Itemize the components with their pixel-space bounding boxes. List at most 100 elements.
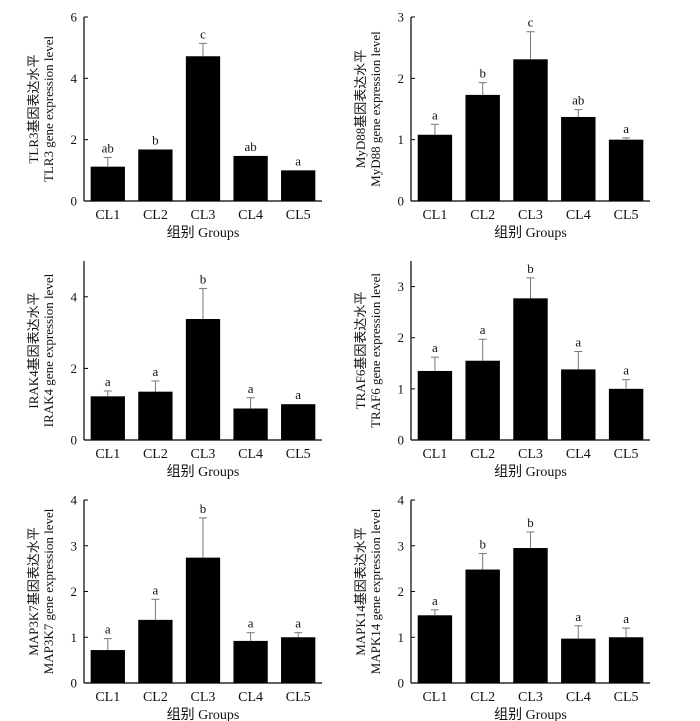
chart-panel-traf6: 0 1 2 3 a CL1 a CL2 b CL3 a CL4 a CL5 组别 Groups TRAF6基因… — [353, 261, 650, 480]
significance-label: a — [575, 609, 581, 624]
bar — [185, 557, 221, 683]
y-tick-label: 2 — [398, 71, 405, 86]
bar — [608, 388, 644, 440]
bar — [138, 619, 173, 683]
y-axis-title-cn: TLR3基因表达水平 — [26, 54, 41, 163]
y-tick-label: 3 — [398, 538, 405, 553]
y-axis-title-en: MAP3K7 gene expression level — [41, 508, 56, 674]
bar — [561, 116, 596, 201]
x-tick-label: CL3 — [518, 447, 543, 462]
significance-label: b — [152, 132, 159, 147]
x-tick-label: CL2 — [470, 690, 495, 705]
bar — [90, 396, 125, 440]
significance-label: b — [527, 261, 534, 276]
y-tick-label: 2 — [71, 584, 78, 599]
chart-panel-irak4: 0 2 4 a CL1 a CL2 b CL3 a CL4 a CL5 组别 Groups IRAK4基因表… — [26, 261, 322, 480]
bar — [417, 370, 453, 440]
significance-label: b — [200, 501, 207, 516]
x-axis-title: 组别 Groups — [494, 707, 567, 721]
x-tick-label: CL3 — [191, 447, 216, 462]
significance-label: a — [248, 616, 254, 631]
significance-label: a — [432, 107, 438, 122]
x-tick-label: CL5 — [286, 447, 311, 462]
y-axis-title-en: MAPK14 gene expression level — [368, 508, 383, 674]
y-tick-label: 2 — [71, 361, 78, 376]
y-axis-title-cn: IRAK4基因表达水平 — [26, 292, 41, 408]
bar — [138, 149, 173, 201]
x-tick-label: CL4 — [238, 208, 263, 223]
x-tick-label: CL5 — [286, 690, 311, 705]
bar — [513, 298, 548, 440]
y-tick-label: 4 — [71, 493, 78, 508]
bar — [233, 155, 268, 201]
x-tick-label: CL1 — [95, 690, 120, 705]
bar — [281, 170, 316, 201]
x-tick-label: CL3 — [191, 208, 216, 223]
y-tick-label: 0 — [71, 433, 78, 448]
y-axis-title-cn: MAPK14基因表达水平 — [353, 527, 368, 656]
x-tick-label: CL4 — [566, 208, 591, 223]
significance-label: a — [432, 340, 438, 355]
x-axis-title: 组别 Groups — [167, 707, 240, 721]
y-axis-title-en: IRAK4 gene expression level — [41, 273, 56, 427]
significance-label: c — [200, 26, 206, 41]
x-tick-label: CL3 — [191, 690, 216, 705]
significance-label: a — [623, 121, 629, 136]
y-axis-title-en: TLR3 gene expression level — [41, 36, 56, 183]
bar — [513, 59, 548, 201]
x-tick-label: CL5 — [614, 447, 639, 462]
y-tick-label: 1 — [398, 381, 405, 396]
significance-label: a — [153, 582, 159, 597]
y-tick-label: 3 — [71, 538, 78, 553]
bar — [185, 318, 221, 440]
significance-label: a — [295, 616, 301, 631]
y-tick-label: 1 — [71, 630, 78, 645]
x-tick-label: CL1 — [422, 447, 447, 462]
x-tick-label: CL4 — [238, 447, 263, 462]
x-tick-label: CL3 — [518, 690, 543, 705]
significance-label: ab — [102, 140, 114, 155]
significance-label: b — [527, 515, 534, 530]
chart-panel-tlr3: 0 2 4 6 ab CL1 b CL2 c CL3 ab CL4 a CL5 组别 Groups TLR3基… — [26, 10, 322, 241]
x-tick-label: CL4 — [238, 690, 263, 705]
x-axis-title: 组别 Groups — [494, 464, 567, 480]
bar — [417, 615, 453, 683]
bar — [608, 637, 644, 683]
bar — [233, 408, 268, 440]
y-axis-title-en: MyD88 gene expression level — [368, 31, 383, 187]
y-tick-label: 0 — [71, 194, 78, 209]
x-tick-label: CL3 — [518, 208, 543, 223]
x-axis-title: 组别 Groups — [167, 225, 240, 241]
significance-label: b — [479, 66, 486, 81]
bar — [561, 638, 596, 683]
significance-label: a — [295, 153, 301, 168]
x-tick-label: CL2 — [143, 690, 168, 705]
bar — [417, 134, 453, 201]
y-tick-label: 3 — [398, 279, 405, 294]
y-axis-title-cn: MyD88基因表达水平 — [353, 50, 368, 168]
significance-label: a — [248, 381, 254, 396]
x-tick-label: CL5 — [614, 208, 639, 223]
significance-label: ab — [572, 93, 584, 108]
x-tick-label: CL4 — [566, 447, 591, 462]
x-tick-label: CL2 — [143, 447, 168, 462]
y-tick-label: 2 — [398, 584, 405, 599]
significance-label: a — [295, 387, 301, 402]
x-tick-label: CL5 — [614, 690, 639, 705]
significance-label: a — [575, 335, 581, 350]
bar — [138, 391, 173, 440]
y-tick-label: 4 — [398, 493, 405, 508]
bar — [90, 650, 125, 683]
bar — [608, 139, 644, 201]
x-tick-label: CL1 — [422, 208, 447, 223]
x-tick-label: CL5 — [286, 208, 311, 223]
x-tick-label: CL1 — [422, 690, 447, 705]
significance-label: a — [153, 364, 159, 379]
significance-label: b — [479, 537, 486, 552]
x-tick-label: CL1 — [95, 447, 120, 462]
chart-panel-mapk14: 0 1 2 3 4 a CL1 b CL2 b CL3 a CL4 a CL5 组别 Groups MAPK14… — [353, 493, 650, 721]
chart-panel-map3k7: 0 1 2 3 4 a CL1 a CL2 b CL3 a CL4 a CL5 组别 Groups MAP3K7… — [26, 493, 322, 721]
x-axis-title: 组别 Groups — [167, 464, 240, 480]
significance-label: ab — [244, 139, 256, 154]
x-tick-label: CL2 — [470, 208, 495, 223]
